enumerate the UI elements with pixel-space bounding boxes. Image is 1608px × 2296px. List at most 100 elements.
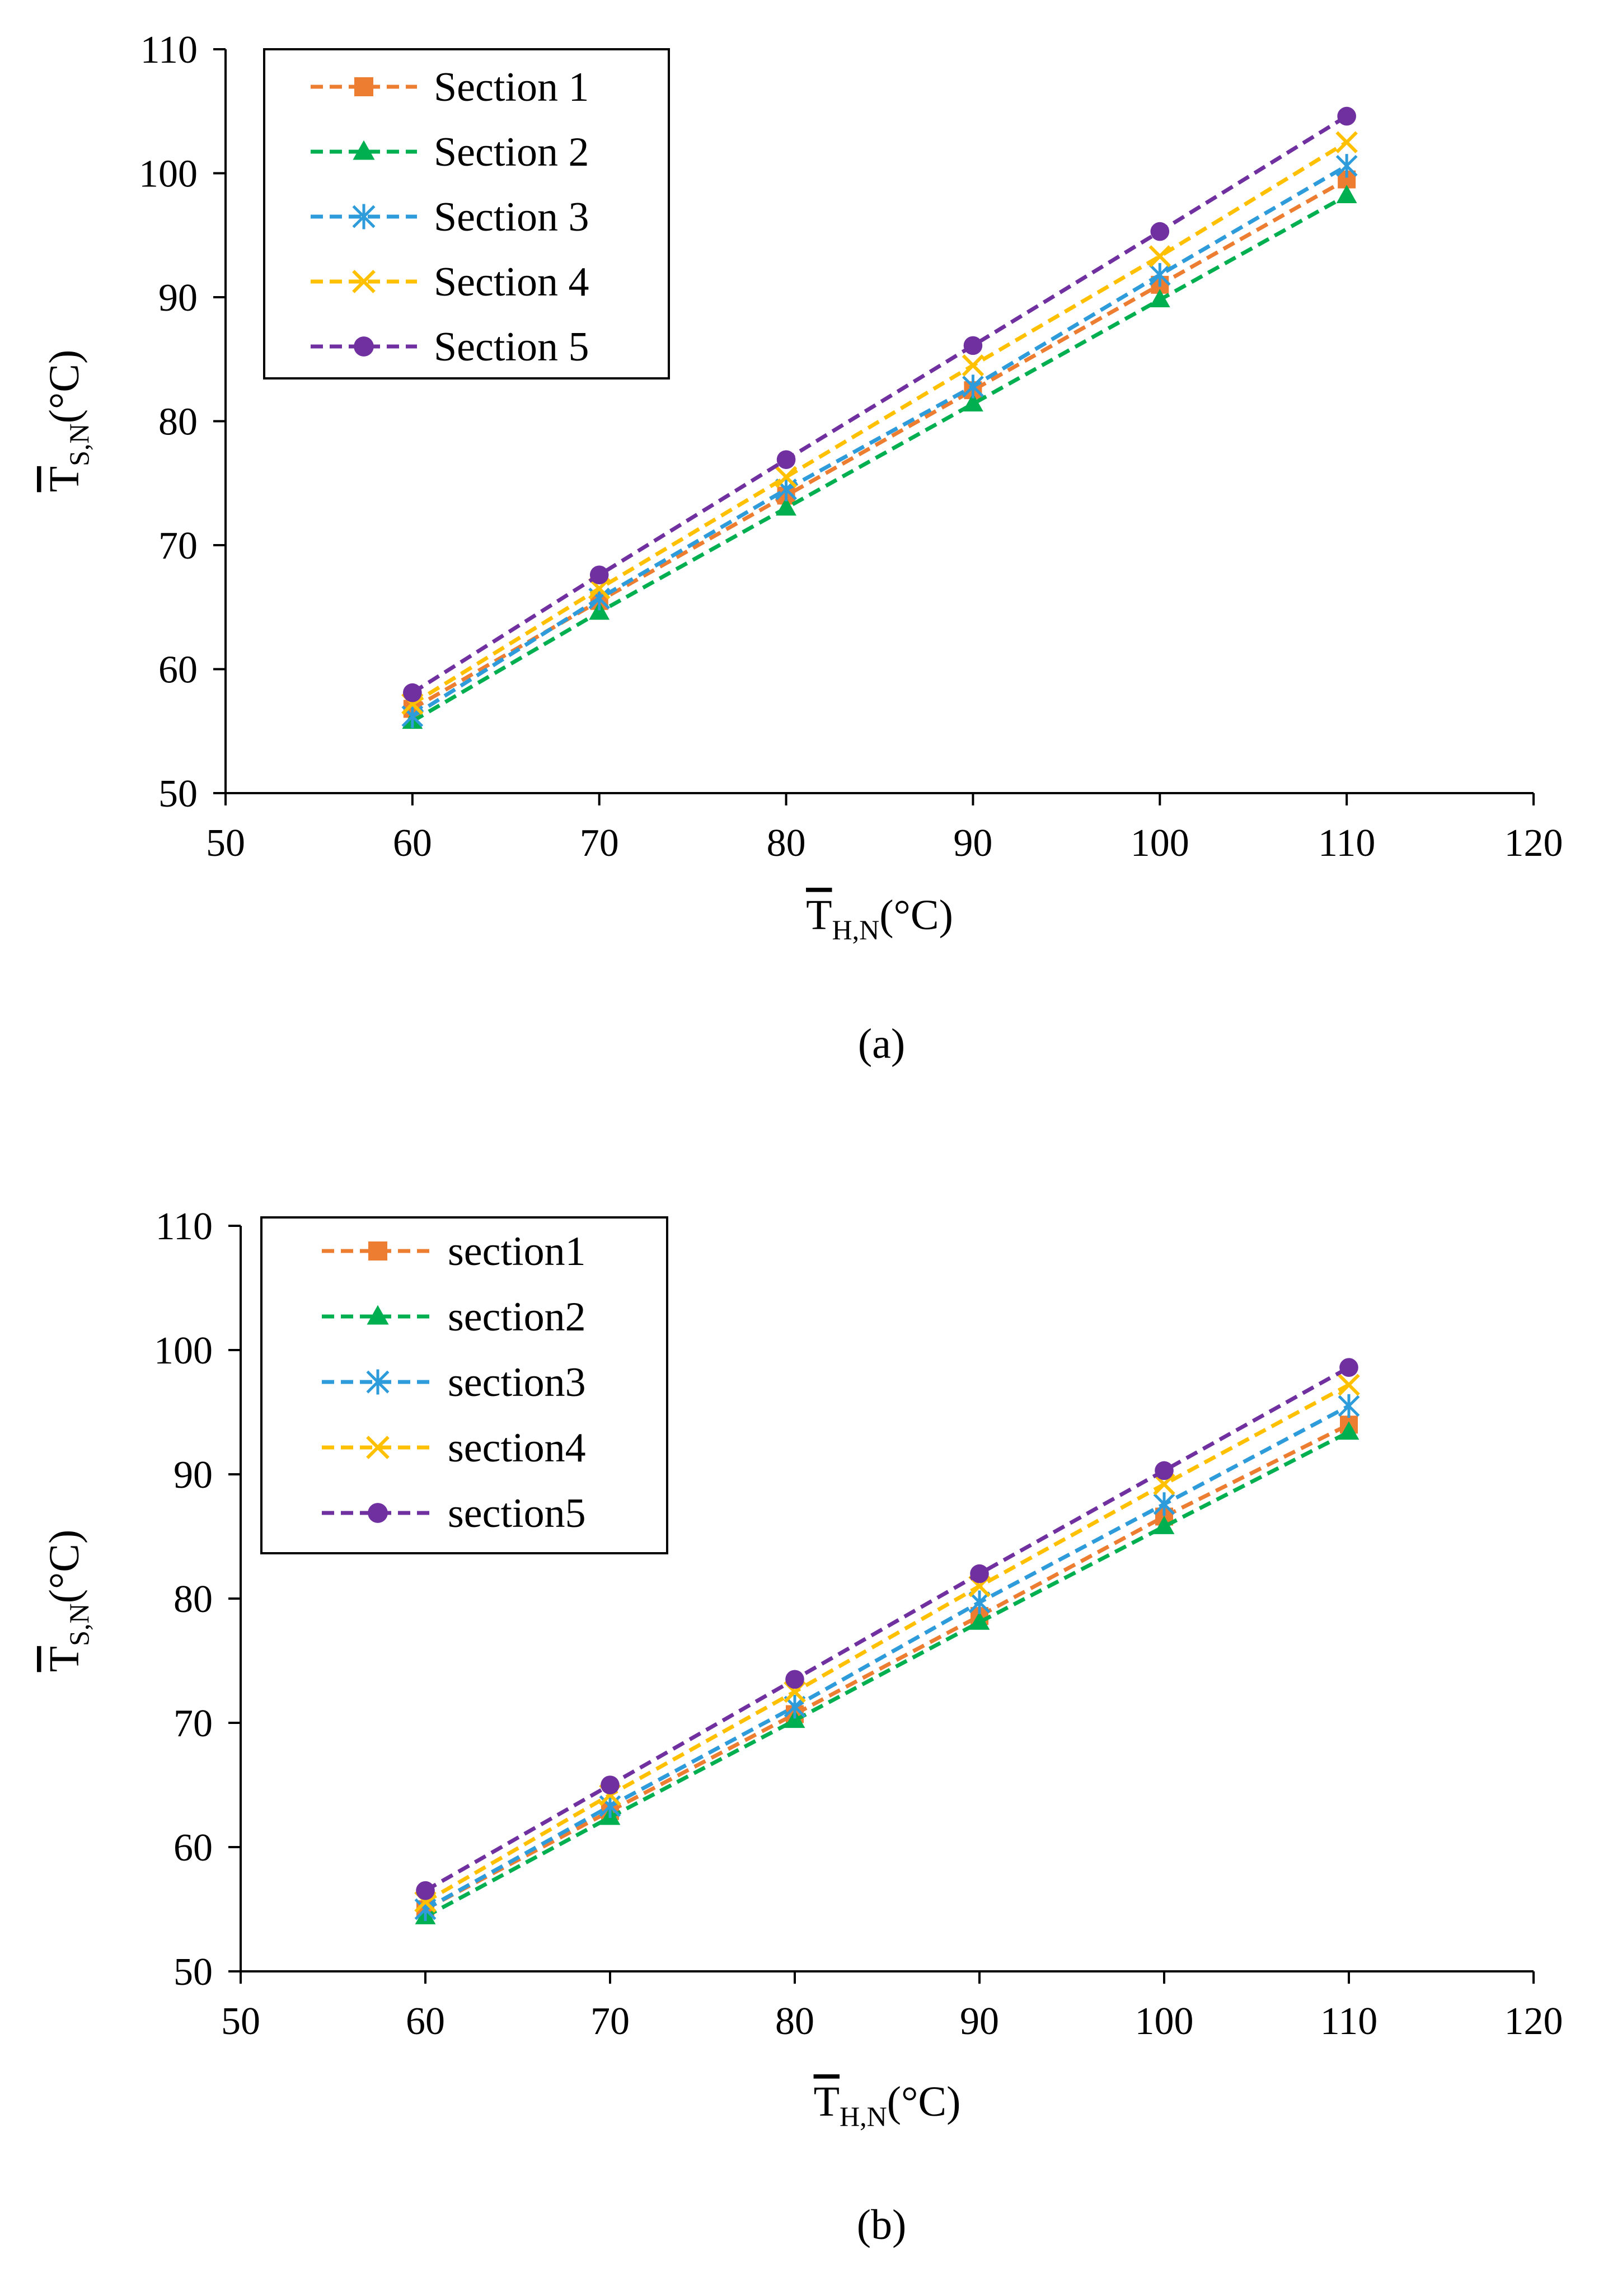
marker-triangle (353, 140, 375, 160)
marker-x (1153, 1473, 1175, 1496)
marker-circle (970, 1564, 989, 1583)
data-point (1338, 1421, 1359, 1440)
legend-item: section3 (322, 1360, 586, 1405)
data-point (589, 601, 610, 620)
marker-x (1335, 131, 1358, 153)
x-tick-label: 110 (1318, 822, 1375, 865)
y-tick-label: 100 (139, 153, 198, 196)
x-axis-title-symbol: T (806, 892, 832, 939)
legend-item: Section 4 (311, 259, 589, 305)
marker-circle (601, 1775, 620, 1794)
series-line (411, 140, 1348, 706)
data-point (1336, 185, 1357, 203)
marker-asterisk (1148, 263, 1171, 287)
marker-asterisk (962, 374, 984, 399)
legend-item: Section 1 (311, 64, 589, 110)
data-point (1335, 154, 1358, 178)
data-point (1337, 106, 1356, 126)
x-axis-title-subscript: H,N (832, 914, 880, 945)
legend-label: Section 2 (434, 129, 589, 175)
marker-triangle (1336, 185, 1357, 203)
y-tick-label: 70 (174, 1702, 213, 1745)
legend-item: Section 3 (311, 194, 589, 240)
data-point (601, 1775, 620, 1794)
marker-x (588, 577, 611, 600)
y-axis-title-symbol: T (41, 466, 88, 492)
legend-label: section3 (448, 1360, 586, 1405)
y-tick-label: 50 (158, 772, 198, 816)
data-point (1149, 289, 1170, 308)
panel-caption: (a) (858, 1020, 905, 1067)
data-point (969, 1611, 990, 1630)
chart-panel-b: 50 60 70 80 90 100 110 50 60 70 80 90 100 110 120 secti… (41, 1205, 1563, 2248)
x-tick-label: 70 (580, 822, 619, 865)
y-tick-label: 110 (156, 1205, 213, 1248)
series-line (411, 114, 1348, 695)
marker-x (775, 466, 798, 488)
legend-label: Section 4 (434, 259, 589, 305)
data-point (1339, 1358, 1358, 1377)
series-section-2 (402, 185, 1357, 729)
series-line (424, 1383, 1350, 1904)
legend-label: section1 (448, 1229, 586, 1274)
marker-asterisk (366, 1369, 390, 1395)
marker-asterisk (1335, 154, 1358, 178)
y-axis-title-subscript: S,N (63, 423, 95, 466)
x-tick-label: 110 (1320, 2000, 1377, 2043)
legend-label: Section 1 (434, 64, 589, 110)
data-point (776, 497, 796, 516)
x-tick-label: 50 (221, 2000, 260, 2043)
x-axis-title-symbol: T (814, 2078, 840, 2125)
marker-triangle (784, 1709, 805, 1728)
x-tick-label: 60 (393, 822, 432, 865)
data-point (1154, 1516, 1175, 1534)
x-axis-title-unit: (°C) (879, 892, 953, 939)
y-tick-label: 80 (158, 401, 198, 444)
series-line (424, 1423, 1350, 1911)
marker-triangle (1149, 289, 1170, 308)
data-point (1153, 1473, 1175, 1496)
series-line (424, 1366, 1350, 1892)
legend-label: Section 5 (434, 324, 589, 370)
legend-label: Section 3 (434, 194, 589, 240)
y-tick-label: 60 (158, 649, 198, 692)
marker-asterisk (1338, 1394, 1360, 1418)
y-tick-label: 110 (140, 29, 198, 72)
x-tick-label: 90 (953, 822, 992, 865)
marker-x (1148, 245, 1171, 268)
data-point (589, 565, 609, 584)
marker-triangle (367, 1305, 389, 1325)
y-tick-label: 90 (158, 277, 198, 320)
marker-circle (1155, 1461, 1174, 1480)
data-point (775, 466, 798, 488)
series-line (424, 1404, 1350, 1911)
marker-asterisk (352, 204, 376, 229)
marker-asterisk (1153, 1492, 1175, 1516)
marker-asterisk (968, 1590, 991, 1614)
marker-circle (785, 1670, 804, 1689)
y-tick-label: 70 (158, 524, 198, 568)
marker-circle (416, 1881, 435, 1900)
data-point (1338, 1394, 1360, 1418)
series-line (411, 194, 1348, 723)
series-line (411, 164, 1348, 718)
legend-item: section4 (322, 1425, 586, 1471)
marker-circle (1339, 1358, 1358, 1377)
marker-circle (1337, 106, 1356, 126)
x-tick-label: 50 (206, 822, 245, 865)
legend-label: section4 (448, 1425, 586, 1471)
marker-x (366, 1436, 390, 1459)
data-point (962, 354, 985, 377)
x-tick-label: 80 (767, 822, 806, 865)
x-tick-label: 100 (1135, 2000, 1194, 2043)
data-point (588, 577, 611, 600)
legend-box (263, 48, 670, 379)
marker-circle (963, 336, 983, 355)
x-tick-label: 70 (590, 2000, 630, 2043)
data-point (1153, 1492, 1175, 1516)
y-axis-title-subscript: S,N (63, 1603, 95, 1646)
y-tick-label: 60 (174, 1826, 213, 1869)
series-section-5 (403, 106, 1356, 702)
marker-triangle (1154, 1516, 1175, 1534)
